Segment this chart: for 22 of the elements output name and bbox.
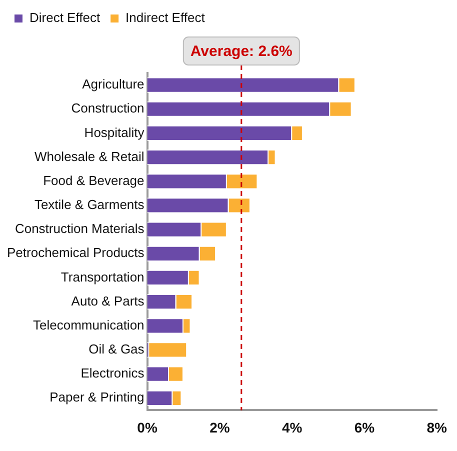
y-tick-label: Electronics (80, 366, 145, 381)
y-tick-label: Oil & Gas (88, 342, 145, 357)
y-tick-label: Auto & Parts (71, 293, 145, 308)
x-tick-label: 8% (426, 419, 448, 436)
x-tick-label: 4% (282, 419, 303, 436)
y-tick-label: Textile & Garments (34, 197, 145, 212)
y-tick-label: Construction Materials (14, 221, 145, 236)
y-tick-label: Transportation (60, 269, 144, 284)
y-tick-label: Petrochemical Products (7, 245, 145, 260)
y-tick-label: Food & Beverage (43, 172, 144, 188)
ref-line-label: Average: 2.6% (190, 43, 292, 60)
x-tick-label: 2% (210, 419, 230, 436)
x-tick-label: 0% (137, 419, 158, 436)
y-tick-label: Wholesale & Retail (34, 148, 144, 164)
legend-label: Indirect Effect (126, 10, 206, 26)
y-tick-label: Construction (71, 100, 144, 116)
y-tick-label: Telecommunication (33, 317, 144, 332)
y-tick-label: Paper & Printing (50, 390, 144, 405)
x-tick-label: 6% (354, 419, 376, 436)
legend-label: Direct Effect (30, 10, 100, 26)
y-tick-label: Hospitality (84, 124, 145, 140)
y-tick-label: Agriculture (82, 76, 144, 92)
